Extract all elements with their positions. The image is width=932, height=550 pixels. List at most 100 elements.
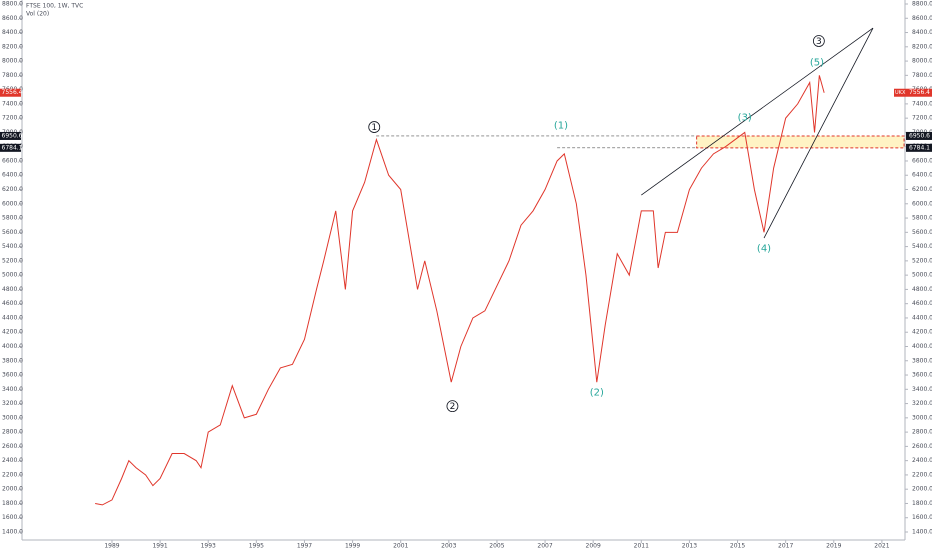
y-tick-label: 5000.0 (2, 272, 23, 279)
price-badge (906, 88, 932, 97)
y-tick-label: 3000.0 (912, 414, 932, 421)
y-tick-label: 7800.0 (912, 72, 932, 79)
annotation: 3 (816, 37, 822, 47)
y-tick-label: 4600.0 (2, 300, 23, 307)
annotation: (2) (590, 388, 604, 399)
y-tick-label: 3800.0 (2, 357, 23, 364)
x-tick-label: 2007 (537, 543, 552, 550)
y-tick-label: 2400.0 (2, 457, 23, 464)
x-tick-label: 1999 (345, 543, 360, 550)
x-tick-label: 2017 (778, 543, 793, 550)
y-tick-label: 4000.0 (2, 343, 23, 350)
price-badge-label: 7556.4 (2, 89, 23, 96)
y-tick-label: 2400.0 (912, 457, 932, 464)
annotation-circle (368, 121, 381, 133)
y-tick-label: 8200.0 (912, 43, 932, 50)
y-tick-label: 6000.0 (2, 200, 23, 207)
zone (696, 135, 905, 149)
y-tick-label: 6000.0 (912, 200, 932, 207)
y-tick-label: 4800.0 (2, 286, 23, 293)
price-line (95, 75, 825, 506)
price-badge (906, 131, 932, 140)
price-badge-label: 6784.1 (909, 144, 930, 151)
price-badge-label: 6950.6 (909, 132, 930, 139)
y-tick-label: 8000.0 (912, 58, 932, 65)
symbol-badge (894, 88, 906, 97)
y-tick-label: 1800.0 (2, 500, 23, 507)
x-tick-label: 1997 (297, 543, 312, 550)
trendline (763, 27, 874, 239)
y-tick-label: 5400.0 (2, 243, 23, 250)
y-tick-label: 6200.0 (2, 186, 23, 193)
y-tick-label: 8400.0 (912, 29, 932, 36)
y-tick-label: 4800.0 (912, 286, 932, 293)
y-tick-label: 6600.0 (2, 157, 23, 164)
y-tick-label: 5200.0 (2, 257, 23, 264)
y-tick-label: 5600.0 (912, 229, 932, 236)
y-tick-label: 2200.0 (912, 471, 932, 478)
y-tick-label: 3600.0 (2, 372, 23, 379)
y-tick-label: 3600.0 (912, 372, 932, 379)
y-tick-label: 8800.0 (2, 0, 23, 7)
y-tick-label: 6600.0 (912, 157, 932, 164)
annotation: 2 (450, 402, 456, 412)
y-tick-label: 8400.0 (2, 29, 23, 36)
y-tick-label: 2800.0 (2, 429, 23, 436)
y-tick-label: 2600.0 (2, 443, 23, 450)
y-tick-label: 5400.0 (912, 243, 932, 250)
y-tick-label: 5000.0 (912, 272, 932, 279)
y-tick-label: 1400.0 (912, 529, 932, 536)
y-tick-label: 3800.0 (912, 357, 932, 364)
y-tick-label: 5800.0 (912, 215, 932, 222)
y-tick-label: 2200.0 (2, 471, 23, 478)
y-tick-label: 8200.0 (2, 43, 23, 50)
y-tick-label: 8600.0 (2, 15, 23, 22)
x-tick-label: 1989 (104, 543, 119, 550)
y-tick-label: 4200.0 (912, 329, 932, 336)
y-tick-label: 4400.0 (912, 314, 932, 321)
price-badge (906, 143, 932, 152)
price-badge (0, 88, 21, 97)
y-tick-label: 5200.0 (912, 257, 932, 264)
trendline (641, 27, 874, 196)
y-tick-label: 5600.0 (2, 229, 23, 236)
annotation-circle (812, 35, 825, 47)
x-tick-label: 2005 (489, 543, 504, 550)
y-tick-label: 4400.0 (2, 314, 23, 321)
subtitle: Vol (20) (26, 11, 49, 18)
y-tick-label: 1400.0 (2, 529, 23, 536)
x-tick-label: 2003 (441, 543, 456, 550)
y-tick-label: 3200.0 (2, 400, 23, 407)
y-tick-label: 7400.0 (912, 100, 932, 107)
y-tick-label: 6200.0 (912, 186, 932, 193)
y-tick-label: 2600.0 (912, 443, 932, 450)
chart-title: FTSE 100, 1W, TVC (26, 3, 83, 10)
y-tick-label: 4000.0 (912, 343, 932, 350)
x-tick-label: 2013 (682, 543, 697, 550)
y-tick-label: 3400.0 (2, 386, 23, 393)
x-tick-label: 2015 (730, 543, 745, 550)
symbol-label: UKX (895, 90, 906, 96)
price-badge-label: 6784.1 (2, 144, 23, 151)
y-tick-label: 8000.0 (2, 58, 23, 65)
y-tick-label: 6400.0 (912, 172, 932, 179)
y-tick-label: 3000.0 (2, 414, 23, 421)
annotation: 1 (371, 123, 377, 133)
y-tick-label: 4600.0 (912, 300, 932, 307)
y-tick-label: 6400.0 (2, 172, 23, 179)
y-tick-label: 1600.0 (2, 514, 23, 521)
annotation: (3) (738, 113, 752, 124)
y-tick-label: 2000.0 (912, 486, 932, 493)
price-badge (0, 143, 21, 152)
y-tick-label: 7200.0 (912, 115, 932, 122)
x-tick-label: 2001 (393, 543, 408, 550)
x-tick-label: 2011 (634, 543, 649, 550)
price-badge-label: 6950.6 (2, 132, 23, 139)
price-badge-label: 7556.4 (909, 89, 930, 96)
y-tick-label: 2000.0 (2, 486, 23, 493)
y-tick-label: 3200.0 (912, 400, 932, 407)
y-tick-label: 7400.0 (2, 100, 23, 107)
x-tick-label: 1991 (152, 543, 167, 550)
